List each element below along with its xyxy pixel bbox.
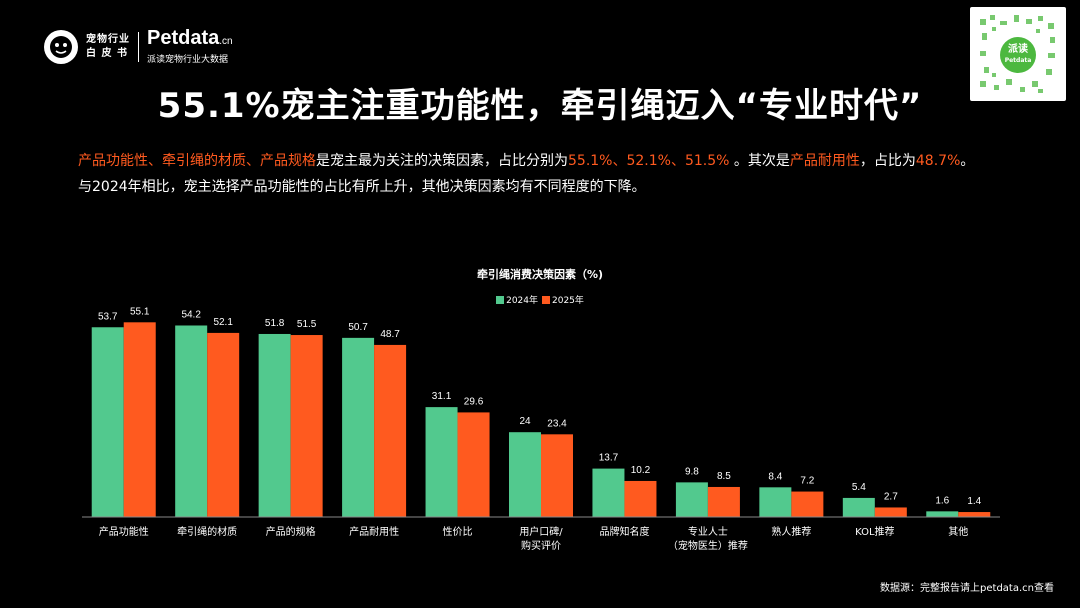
bar-2025年-1 [207,332,240,517]
bar-2024年-5 [509,432,541,517]
category-label-9: KOL推荐 [855,525,894,538]
desc-text-4: 。 [960,153,975,169]
chart-title: 牵引绳消费决策因素（%) [476,268,604,281]
logo-divider [138,32,139,62]
logo-line1: 宠物行业 [86,34,130,45]
description: 产品功能性、牵引绳的材质、产品规格是宠主最为关注的决策因素，占比分别为55.1%… [78,148,1018,200]
bar-2025年-6 [624,480,657,517]
bar-2024年-6 [592,468,625,517]
category-label-1: 牵引绳的材质 [177,525,237,538]
highlight-percentages: 55.1%、52.1%、51.5% [568,153,730,169]
qr-center-logo: 派读 Petdata [1000,37,1036,73]
category-label-0: 产品功能性 [99,525,149,538]
legend-swatch-2025 [542,295,550,304]
brand-block: Petdata.cn 派读宠物行业大数据 [147,28,233,66]
header-logo: 宠物行业 白 皮 书 Petdata.cn 派读宠物行业大数据 [44,28,233,66]
bar-2025年-7 [707,486,740,517]
pet-logo-icon [44,30,78,64]
description-paragraph-1: 产品功能性、牵引绳的材质、产品规格是宠主最为关注的决策因素，占比分别为55.1%… [78,148,1018,174]
value-label-2024年-7: 9.8 [685,466,699,477]
legend-item-2025: 2025年 [542,293,584,306]
bar-2024年-0 [91,327,124,517]
highlight-top-factors: 产品功能性、牵引绳的材质、产品规格 [78,153,316,169]
category-label-2: 产品的规格 [266,525,316,538]
value-label-2024年-3: 50.7 [348,322,368,333]
value-label-2025年-8: 7.2 [800,476,814,487]
value-label-2025年-9: 2.7 [884,491,898,502]
desc-text-3: ，占比为 [859,153,916,169]
bar-2025年-5 [541,434,573,517]
bar-2024年-2 [258,333,291,517]
brand-subtitle: 派读宠物行业大数据 [147,55,229,65]
category-label-3: 产品耐用性 [349,525,399,538]
legend-item-2024: 2024年 [496,293,538,306]
bar-2024年-7 [675,482,708,517]
legend-label-2024: 2024年 [506,296,538,306]
bar-2025年-9 [874,507,907,517]
value-label-2024年-5: 24 [519,416,531,427]
value-label-2025年-6: 10.2 [631,465,651,476]
highlight-durability: 产品耐用性 [789,153,860,169]
category-label-7-line0: 专业人士 [688,525,728,538]
value-label-2025年-7: 8.5 [717,471,731,482]
legend-swatch-2024 [496,295,505,304]
bar-2025年-8 [791,491,824,517]
brand-name: Petdata.cn [147,28,233,52]
value-label-2025年-1: 52.1 [213,317,233,328]
legend-label-2025: 2025年 [552,296,584,306]
logo-line2: 白 皮 书 [86,48,128,59]
whitepaper-label: 宠物行业 白 皮 书 [86,33,130,61]
bar-2024年-9 [842,497,875,517]
value-label-2025年-4: 29.6 [464,396,484,407]
highlight-durability-pct: 48.7% [915,153,961,169]
bar-2024年-4 [425,407,458,517]
category-label-6: 品牌知名度 [599,525,649,538]
qr-pattern-icon [980,15,1055,93]
qr-label: 派读 [1008,44,1028,55]
bar-2024年-8 [759,487,792,517]
category-label-10: 其他 [948,525,968,538]
bar-2025年-10 [958,512,991,517]
bar-2025年-0 [123,322,156,517]
value-label-2024年-0: 53.7 [98,311,118,322]
bar-2024年-3 [342,337,375,517]
value-label-2024年-10: 1.6 [935,495,949,506]
value-label-2025年-5: 23.4 [547,418,567,429]
value-label-2024年-1: 54.2 [181,309,201,320]
bar-2025年-4 [457,412,490,517]
category-label-5-line1: 购买评价 [521,539,561,552]
bar-2024年-10 [926,511,959,517]
description-paragraph-2: 与2024年相比，宠主选择产品功能性的占比有所上升，其他决策因素均有不同程度的下… [78,179,646,195]
source-note: 数据源：完整报告请上petdata.cn查看 [880,583,1054,594]
qr-sub: Petdata [1004,57,1032,64]
bar-2025年-2 [290,335,323,517]
bar-2025年-3 [374,344,407,517]
value-label-2025年-2: 51.5 [297,319,317,330]
qr-code[interactable]: 派读 Petdata [970,7,1066,101]
value-label-2025年-10: 1.4 [967,496,981,507]
value-label-2024年-2: 51.8 [265,318,285,329]
category-label-4: 性价比 [443,525,473,538]
desc-text-2: 。其次是 [729,153,790,169]
value-label-2024年-6: 13.7 [599,453,619,464]
value-label-2024年-9: 5.4 [852,482,866,493]
page-title: 55.1%宠主注重功能性，牵引绳迈入“专业时代” [157,86,923,126]
desc-text-1: 是宠主最为关注的决策因素，占比分别为 [316,153,568,169]
value-label-2024年-8: 8.4 [768,471,782,482]
value-label-2024年-4: 31.1 [432,391,452,402]
category-label-7-line1: （宠物医生）推荐 [668,539,748,552]
category-label-8: 熟人推荐 [771,525,811,538]
value-label-2025年-3: 48.7 [380,329,400,340]
chart-legend: 2024年 2025年 [0,293,1080,306]
value-label-2025年-0: 55.1 [130,306,150,317]
brand-name-main: Petdata [147,27,220,49]
brand-name-suffix: .cn [219,36,233,47]
category-label-5-line0: 用户口碑/ [519,525,563,538]
bar-2024年-1 [175,325,208,517]
